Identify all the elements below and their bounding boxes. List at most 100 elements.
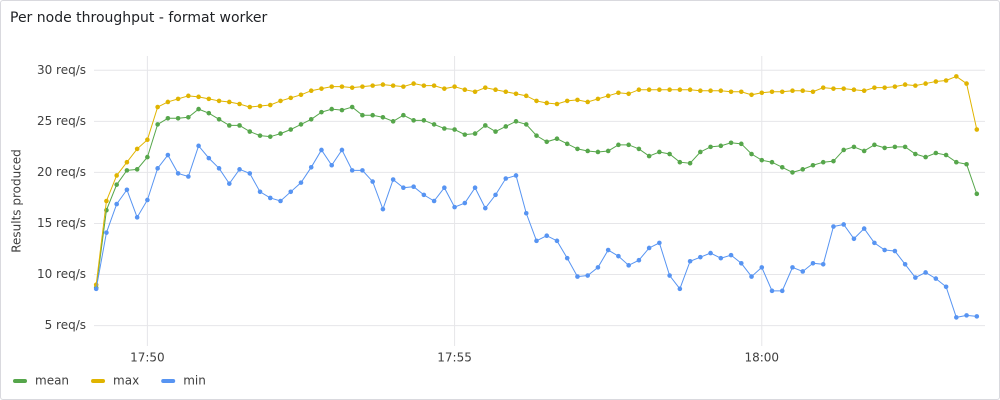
data-point	[657, 87, 662, 92]
data-point	[779, 288, 785, 294]
data-point	[227, 123, 232, 128]
chart-title: Per node throughput - format worker	[10, 10, 268, 26]
data-point	[820, 159, 826, 165]
data-point	[779, 165, 785, 170]
data-point	[523, 93, 529, 99]
data-point	[124, 168, 130, 173]
data-point	[411, 184, 416, 190]
data-point	[165, 115, 171, 121]
data-point	[134, 146, 140, 152]
data-point	[339, 107, 345, 113]
data-point	[728, 89, 734, 95]
data-point	[114, 201, 119, 207]
y-tick-label: 25 req/s	[37, 114, 86, 128]
data-point	[913, 83, 918, 88]
data-point	[831, 86, 836, 91]
data-point	[442, 126, 447, 131]
data-point	[483, 205, 488, 211]
data-point	[810, 162, 816, 168]
data-point	[626, 263, 631, 268]
data-point	[237, 167, 242, 172]
data-point	[820, 262, 826, 267]
data-point	[913, 275, 918, 280]
data-point	[155, 104, 160, 110]
data-point	[790, 88, 795, 94]
data-point	[667, 151, 672, 157]
data-point	[390, 83, 396, 88]
data-point	[892, 144, 898, 150]
data-point	[974, 191, 980, 197]
data-point	[882, 145, 887, 151]
data-point	[523, 122, 529, 127]
data-point	[564, 141, 570, 147]
data-point	[646, 245, 652, 251]
data-point	[114, 182, 119, 187]
data-point	[790, 170, 795, 175]
data-point	[687, 258, 693, 264]
y-tick-label: 15 req/s	[37, 216, 86, 230]
data-point	[769, 89, 775, 95]
data-point	[872, 240, 877, 246]
data-point	[810, 260, 816, 266]
data-point	[452, 127, 457, 132]
data-point	[267, 195, 273, 201]
data-point	[779, 89, 785, 95]
data-point	[329, 162, 335, 168]
data-point	[534, 98, 539, 104]
data-point	[175, 171, 181, 176]
data-point	[636, 87, 642, 92]
data-point	[667, 273, 672, 278]
data-point	[175, 96, 181, 102]
data-point	[380, 82, 386, 87]
data-point	[882, 247, 887, 253]
data-point	[503, 176, 509, 181]
data-point	[462, 132, 468, 137]
data-point	[851, 87, 857, 92]
data-point	[605, 247, 611, 253]
data-point	[308, 88, 314, 94]
data-point	[216, 166, 222, 171]
data-point	[616, 142, 621, 148]
data-point	[93, 286, 99, 292]
data-point	[749, 274, 754, 279]
data-point	[360, 168, 365, 173]
data-point	[349, 104, 355, 110]
data-point	[308, 117, 314, 122]
data-point	[759, 90, 765, 96]
data-point	[186, 174, 191, 179]
data-point	[288, 95, 294, 101]
data-point	[452, 204, 457, 210]
data-point	[237, 123, 242, 128]
data-point	[923, 81, 928, 86]
data-point	[698, 88, 703, 94]
data-point	[206, 155, 212, 161]
data-point	[902, 262, 908, 267]
data-point	[861, 88, 867, 94]
data-point	[421, 192, 427, 198]
series-line	[95, 144, 977, 318]
data-point	[841, 147, 846, 153]
data-point	[708, 144, 713, 150]
data-point	[626, 142, 631, 148]
data-point	[564, 98, 570, 104]
data-point	[165, 152, 171, 158]
data-point	[595, 149, 601, 155]
data-point	[605, 148, 611, 154]
data-point	[708, 250, 713, 256]
data-point	[298, 92, 304, 98]
data-point	[913, 151, 918, 157]
data-point	[943, 152, 949, 158]
data-point	[472, 185, 478, 191]
data-point	[247, 104, 253, 110]
data-point	[534, 238, 539, 244]
data-point	[134, 167, 140, 172]
data-point	[227, 181, 232, 186]
legend-swatch	[13, 379, 27, 383]
data-point	[278, 131, 283, 136]
data-point	[104, 230, 109, 235]
data-point	[575, 97, 580, 103]
data-point	[513, 119, 519, 124]
legend-label: max	[113, 374, 139, 388]
data-point	[800, 167, 806, 172]
data-point	[882, 85, 887, 90]
